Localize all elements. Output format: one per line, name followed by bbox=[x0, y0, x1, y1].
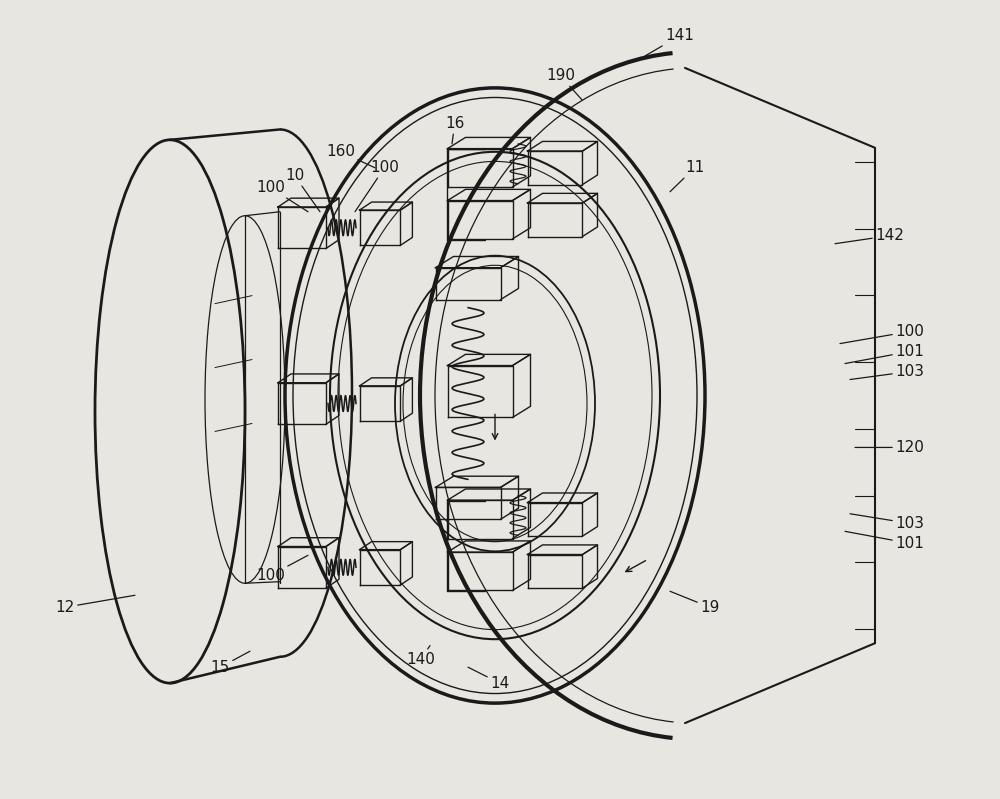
Text: 142: 142 bbox=[835, 229, 904, 244]
Text: 190: 190 bbox=[546, 69, 582, 100]
Text: 10: 10 bbox=[285, 169, 320, 212]
Text: 101: 101 bbox=[845, 344, 924, 364]
Text: 100: 100 bbox=[256, 555, 308, 582]
Text: 141: 141 bbox=[645, 29, 694, 56]
Text: 100: 100 bbox=[256, 181, 308, 212]
Text: 14: 14 bbox=[468, 667, 509, 690]
Text: 11: 11 bbox=[670, 161, 704, 192]
Text: 103: 103 bbox=[850, 514, 924, 531]
Text: 160: 160 bbox=[326, 145, 375, 168]
Text: 101: 101 bbox=[845, 531, 924, 551]
Text: 19: 19 bbox=[670, 591, 719, 614]
Text: 100: 100 bbox=[840, 324, 924, 344]
Text: 120: 120 bbox=[855, 440, 924, 455]
Text: 103: 103 bbox=[850, 364, 924, 380]
Text: 100: 100 bbox=[355, 161, 399, 212]
Text: 15: 15 bbox=[211, 651, 250, 674]
Text: 140: 140 bbox=[406, 646, 435, 666]
Text: 16: 16 bbox=[445, 117, 464, 144]
Text: 12: 12 bbox=[56, 595, 135, 614]
